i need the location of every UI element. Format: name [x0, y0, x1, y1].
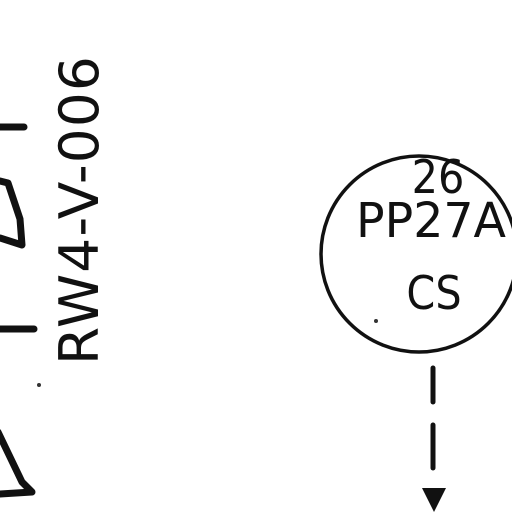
instrument-tag: PP27A — [356, 193, 507, 249]
valve-body-lower — [0, 429, 36, 498]
instrument-balloon: 26 PP27A CS — [319, 150, 512, 354]
valve-tag-label: RW4-V-006 — [48, 55, 111, 365]
instrument-function: CS — [406, 266, 461, 320]
valve-symbol — [0, 123, 38, 498]
speck-dot — [37, 383, 41, 387]
instrument-circle — [319, 154, 512, 354]
valve-body-upper — [0, 177, 26, 249]
signal-arrowhead — [422, 488, 446, 512]
instrument-number: 26 — [412, 150, 465, 204]
speck-dot — [374, 319, 378, 323]
